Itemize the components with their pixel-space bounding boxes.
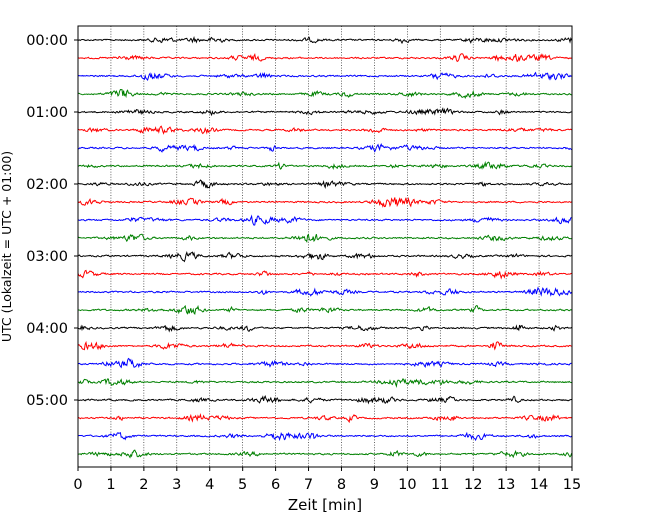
y-tick-label: 04:00 <box>26 321 68 337</box>
x-axis-ticks: 0 1 2 3 4 5 6 7 8 9 10 11 12 13 14 15 <box>73 467 581 493</box>
trace-0000 <box>77 36 573 45</box>
trace-0430 <box>77 357 572 369</box>
x-tick-label: 15 <box>563 477 581 493</box>
trace-0215 <box>77 196 572 208</box>
x-tick-label: 9 <box>370 477 379 493</box>
seismic-traces <box>77 36 573 459</box>
x-axis-label: Zeit [min] <box>288 496 362 514</box>
trace-0200 <box>77 179 572 190</box>
trace-0345 <box>77 304 572 316</box>
trace-0030 <box>77 71 572 82</box>
x-tick-label: 11 <box>431 477 449 493</box>
x-tick-label: 4 <box>205 477 214 493</box>
trace-0415 <box>77 340 572 351</box>
x-tick-label: 2 <box>139 477 148 493</box>
plot-frame <box>77 25 573 468</box>
trace-0145 <box>77 160 572 170</box>
trace-0330 <box>77 286 573 297</box>
trace-0100 <box>77 107 572 117</box>
y-tick-label: 01:00 <box>26 105 68 121</box>
trace-0300 <box>77 251 572 263</box>
x-tick-label: 3 <box>172 477 181 493</box>
x-gridlines <box>110 26 540 467</box>
x-tick-label: 10 <box>398 477 416 493</box>
x-tick-label: 0 <box>73 477 82 493</box>
trace-0515 <box>77 413 572 424</box>
y-axis-label: UTC (Lokalzeit = UTC + 01:00) <box>0 151 14 342</box>
trace-0530 <box>77 431 572 442</box>
x-tick-label: 6 <box>271 477 280 493</box>
trace-0115 <box>77 125 572 135</box>
trace-0245 <box>77 233 572 243</box>
trace-0045 <box>77 88 572 99</box>
trace-0500 <box>77 395 572 405</box>
x-tick-label: 14 <box>530 477 548 493</box>
x-tick-label: 7 <box>304 477 313 493</box>
x-tick-label: 1 <box>106 477 115 493</box>
trace-0015 <box>77 53 572 63</box>
x-tick-label: 12 <box>464 477 482 493</box>
trace-0130 <box>77 143 572 153</box>
trace-0230 <box>77 214 572 226</box>
y-tick-label: 00:00 <box>26 33 68 49</box>
y-axis-ticks: 00:00 01:00 02:00 03:00 04:00 05:00 <box>26 33 78 409</box>
x-tick-label: 8 <box>337 477 346 493</box>
x-tick-label: 5 <box>238 477 247 493</box>
y-tick-label: 05:00 <box>26 393 68 409</box>
trace-0545 <box>77 449 573 459</box>
y-tick-label: 02:00 <box>26 177 68 193</box>
y-tick-label: 03:00 <box>26 249 68 265</box>
trace-0400 <box>77 324 572 333</box>
x-tick-label: 13 <box>497 477 515 493</box>
trace-0445 <box>77 378 572 388</box>
trace-0315 <box>77 269 572 280</box>
